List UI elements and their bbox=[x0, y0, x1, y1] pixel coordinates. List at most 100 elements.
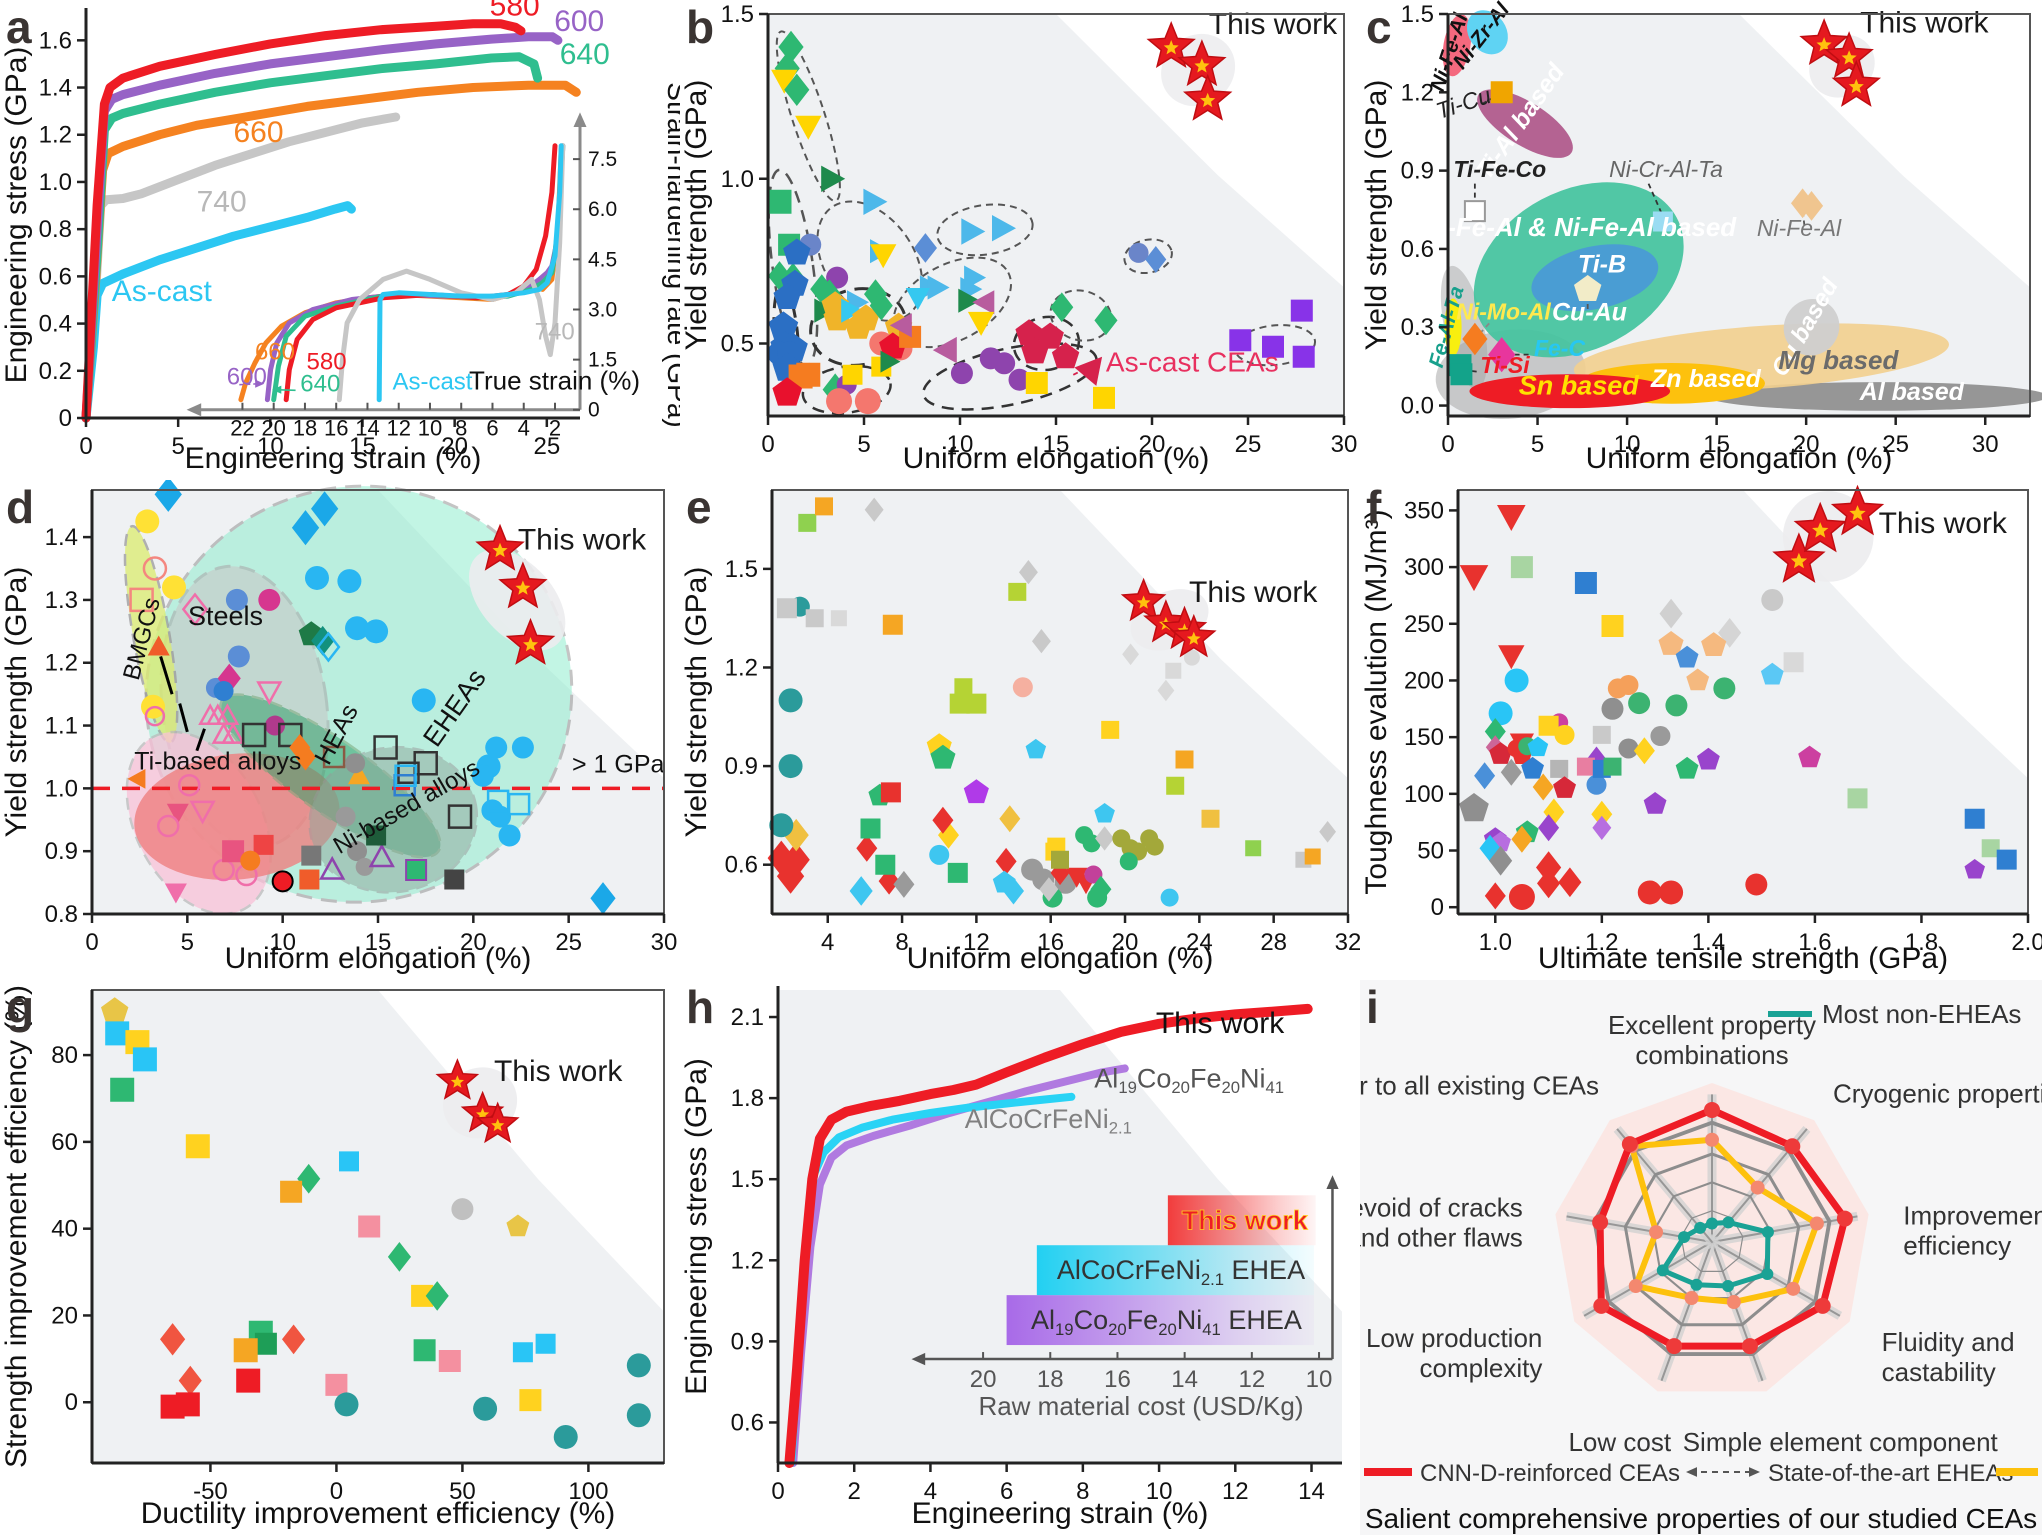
svg-text:660: 660 bbox=[233, 116, 283, 149]
svg-text:Ti-based alloys: Ti-based alloys bbox=[134, 748, 301, 776]
svg-text:efficiency: efficiency bbox=[1903, 1230, 2011, 1260]
svg-text:Mg based: Mg based bbox=[1778, 345, 1899, 375]
svg-text:Yield strength (GPa): Yield strength (GPa) bbox=[1360, 80, 1393, 351]
svg-text:0.2: 0.2 bbox=[39, 358, 72, 385]
svg-text:12: 12 bbox=[1222, 1478, 1249, 1505]
svg-text:1.0: 1.0 bbox=[45, 775, 78, 802]
svg-text:Al19Co20Fe20Ni41 EHEA: Al19Co20Fe20Ni41 EHEA bbox=[1031, 1305, 1302, 1339]
panel-b: b This work As-cast CEAs 0 5 10 15 20 25 30 0.5 1.… bbox=[680, 0, 1360, 480]
svg-text:Ti-Si: Ti-Si bbox=[1480, 352, 1530, 378]
svg-text:Sn based: Sn based bbox=[1519, 371, 1640, 401]
svg-text:25: 25 bbox=[1235, 431, 1262, 458]
svg-text:10: 10 bbox=[269, 929, 296, 956]
svg-text:250: 250 bbox=[1404, 611, 1444, 638]
svg-text:CNN-D-reinforced CEAs: CNN-D-reinforced CEAs bbox=[1420, 1460, 1680, 1487]
svg-text:12: 12 bbox=[963, 929, 990, 956]
svg-text:1.6: 1.6 bbox=[1798, 929, 1831, 956]
svg-text:15: 15 bbox=[349, 433, 376, 460]
svg-text:Ni-Mo-Al: Ni-Mo-Al bbox=[1456, 298, 1551, 324]
panel-d: d This work BMGCs Steels EHEAs HEAs Ti-based … bbox=[0, 480, 680, 980]
svg-text:660: 660 bbox=[255, 339, 295, 366]
svg-text:300: 300 bbox=[1404, 554, 1444, 581]
svg-text:50: 50 bbox=[1417, 838, 1444, 865]
svg-text:740: 740 bbox=[535, 319, 575, 346]
radar-chart: Excellent propertycombinationsCryogenic … bbox=[1360, 999, 2042, 1487]
svg-text:complexity: complexity bbox=[1420, 1353, 1543, 1383]
svg-text:Raw material cost (USD/Kg): Raw material cost (USD/Kg) bbox=[978, 1391, 1303, 1421]
svg-text:0.3: 0.3 bbox=[1401, 314, 1434, 341]
panel-f: f This work 1.0 1.2 1.4 1.6 1.8 2.0 0 50 100 150 20… bbox=[1360, 480, 2042, 980]
svg-text:1.2: 1.2 bbox=[45, 650, 78, 677]
svg-text:10: 10 bbox=[1306, 1366, 1333, 1393]
panel-letter: h bbox=[686, 981, 715, 1033]
svg-text:10: 10 bbox=[257, 433, 284, 460]
svg-text:22: 22 bbox=[230, 416, 254, 441]
svg-text:Cryogenic properties: Cryogenic properties bbox=[1833, 1079, 2042, 1109]
svg-text:16: 16 bbox=[324, 416, 348, 441]
svg-text:0.5: 0.5 bbox=[721, 331, 754, 358]
svg-text:Uniform elongation (%): Uniform elongation (%) bbox=[1586, 442, 1893, 475]
svg-text:1.6: 1.6 bbox=[39, 27, 72, 54]
svg-text:Toughness evalution (MJ/m³): Toughness evalution (MJ/m³) bbox=[1360, 509, 1393, 894]
svg-text:1.0: 1.0 bbox=[1479, 929, 1512, 956]
svg-text:2.1: 2.1 bbox=[731, 1004, 764, 1031]
figure-caption: Salient comprehensive properties of our … bbox=[1364, 1503, 2038, 1534]
panel-letter: a bbox=[6, 1, 32, 53]
svg-text:100: 100 bbox=[568, 1478, 608, 1505]
svg-text:0.8: 0.8 bbox=[45, 901, 78, 928]
panel-letter: e bbox=[686, 481, 712, 533]
svg-text:castability: castability bbox=[1882, 1357, 1996, 1387]
svg-text:15: 15 bbox=[1703, 431, 1730, 458]
panel-h: h This work Al19Co20Fe20Ni41 AlCoCrFeNi2.1… bbox=[680, 980, 1360, 1535]
svg-text:This work: This work bbox=[1879, 507, 2008, 540]
panel-g: g This work -50 0 50 100 0 20 40 60 80 Ductility i… bbox=[0, 980, 680, 1535]
svg-text:600: 600 bbox=[227, 364, 267, 391]
svg-text:150: 150 bbox=[1404, 724, 1444, 751]
svg-text:2: 2 bbox=[549, 416, 561, 441]
svg-text:20: 20 bbox=[261, 416, 285, 441]
svg-text:and other flaws: and other flaws bbox=[1360, 1222, 1523, 1252]
svg-text:Uniform elongation (%): Uniform elongation (%) bbox=[903, 442, 1210, 475]
svg-text:Engineering stress (GPa): Engineering stress (GPa) bbox=[680, 1058, 713, 1395]
svg-text:18: 18 bbox=[1037, 1366, 1064, 1393]
svg-text:Ti-B: Ti-B bbox=[1578, 250, 1626, 278]
svg-text:5: 5 bbox=[171, 433, 184, 460]
svg-text:14: 14 bbox=[1298, 1478, 1325, 1505]
svg-text:AlCoCrFeNi2.1 EHEA: AlCoCrFeNi2.1 EHEA bbox=[1057, 1255, 1305, 1289]
svg-text:4: 4 bbox=[924, 1478, 937, 1505]
svg-text:Yield strength (GPa): Yield strength (GPa) bbox=[680, 567, 713, 838]
svg-text:30: 30 bbox=[651, 929, 678, 956]
svg-text:1.0: 1.0 bbox=[721, 166, 754, 193]
svg-text:20: 20 bbox=[1139, 431, 1166, 458]
svg-text:1.1: 1.1 bbox=[45, 713, 78, 740]
svg-text:0.9: 0.9 bbox=[731, 1328, 764, 1355]
svg-text:Strength improvement efficienc: Strength improvement efficiency (%) bbox=[0, 985, 33, 1468]
svg-text:20: 20 bbox=[51, 1302, 78, 1329]
svg-text:1.5: 1.5 bbox=[588, 349, 617, 372]
svg-text:0.9: 0.9 bbox=[45, 838, 78, 865]
svg-text:Cu-Au: Cu-Au bbox=[1552, 299, 1627, 327]
svg-text:1.5: 1.5 bbox=[721, 1, 754, 28]
svg-text:0.8: 0.8 bbox=[39, 216, 72, 243]
svg-text:Devoid of cracks: Devoid of cracks bbox=[1360, 1192, 1523, 1222]
svg-text:1.4: 1.4 bbox=[45, 524, 78, 551]
svg-text:Improvement: Improvement bbox=[1903, 1200, 2042, 1230]
svg-text:State-of-the-art EHEAs: State-of-the-art EHEAs bbox=[1768, 1460, 2013, 1487]
svg-text:30: 30 bbox=[1331, 431, 1358, 458]
svg-text:This work: This work bbox=[1189, 576, 1318, 609]
svg-text:14: 14 bbox=[1171, 1366, 1198, 1393]
svg-text:Ti-Fe-Co: Ti-Fe-Co bbox=[1453, 156, 1546, 182]
svg-text:0: 0 bbox=[588, 399, 600, 422]
svg-text:combinations: combinations bbox=[1635, 1040, 1788, 1070]
panel-letter: i bbox=[1366, 981, 1379, 1033]
svg-text:0: 0 bbox=[1431, 894, 1444, 921]
svg-text:1.5: 1.5 bbox=[725, 556, 758, 583]
svg-text:1.8: 1.8 bbox=[731, 1085, 764, 1112]
svg-text:0: 0 bbox=[330, 1478, 343, 1505]
svg-text:0: 0 bbox=[79, 433, 92, 460]
svg-text:0.6: 0.6 bbox=[1401, 236, 1434, 263]
svg-text:1.2: 1.2 bbox=[1585, 929, 1618, 956]
svg-text:20: 20 bbox=[1793, 431, 1820, 458]
panel-a: a 580 600 640 660 740 As-cast 0 5 10 15 20 25 0 0.2 0.… bbox=[0, 0, 680, 480]
